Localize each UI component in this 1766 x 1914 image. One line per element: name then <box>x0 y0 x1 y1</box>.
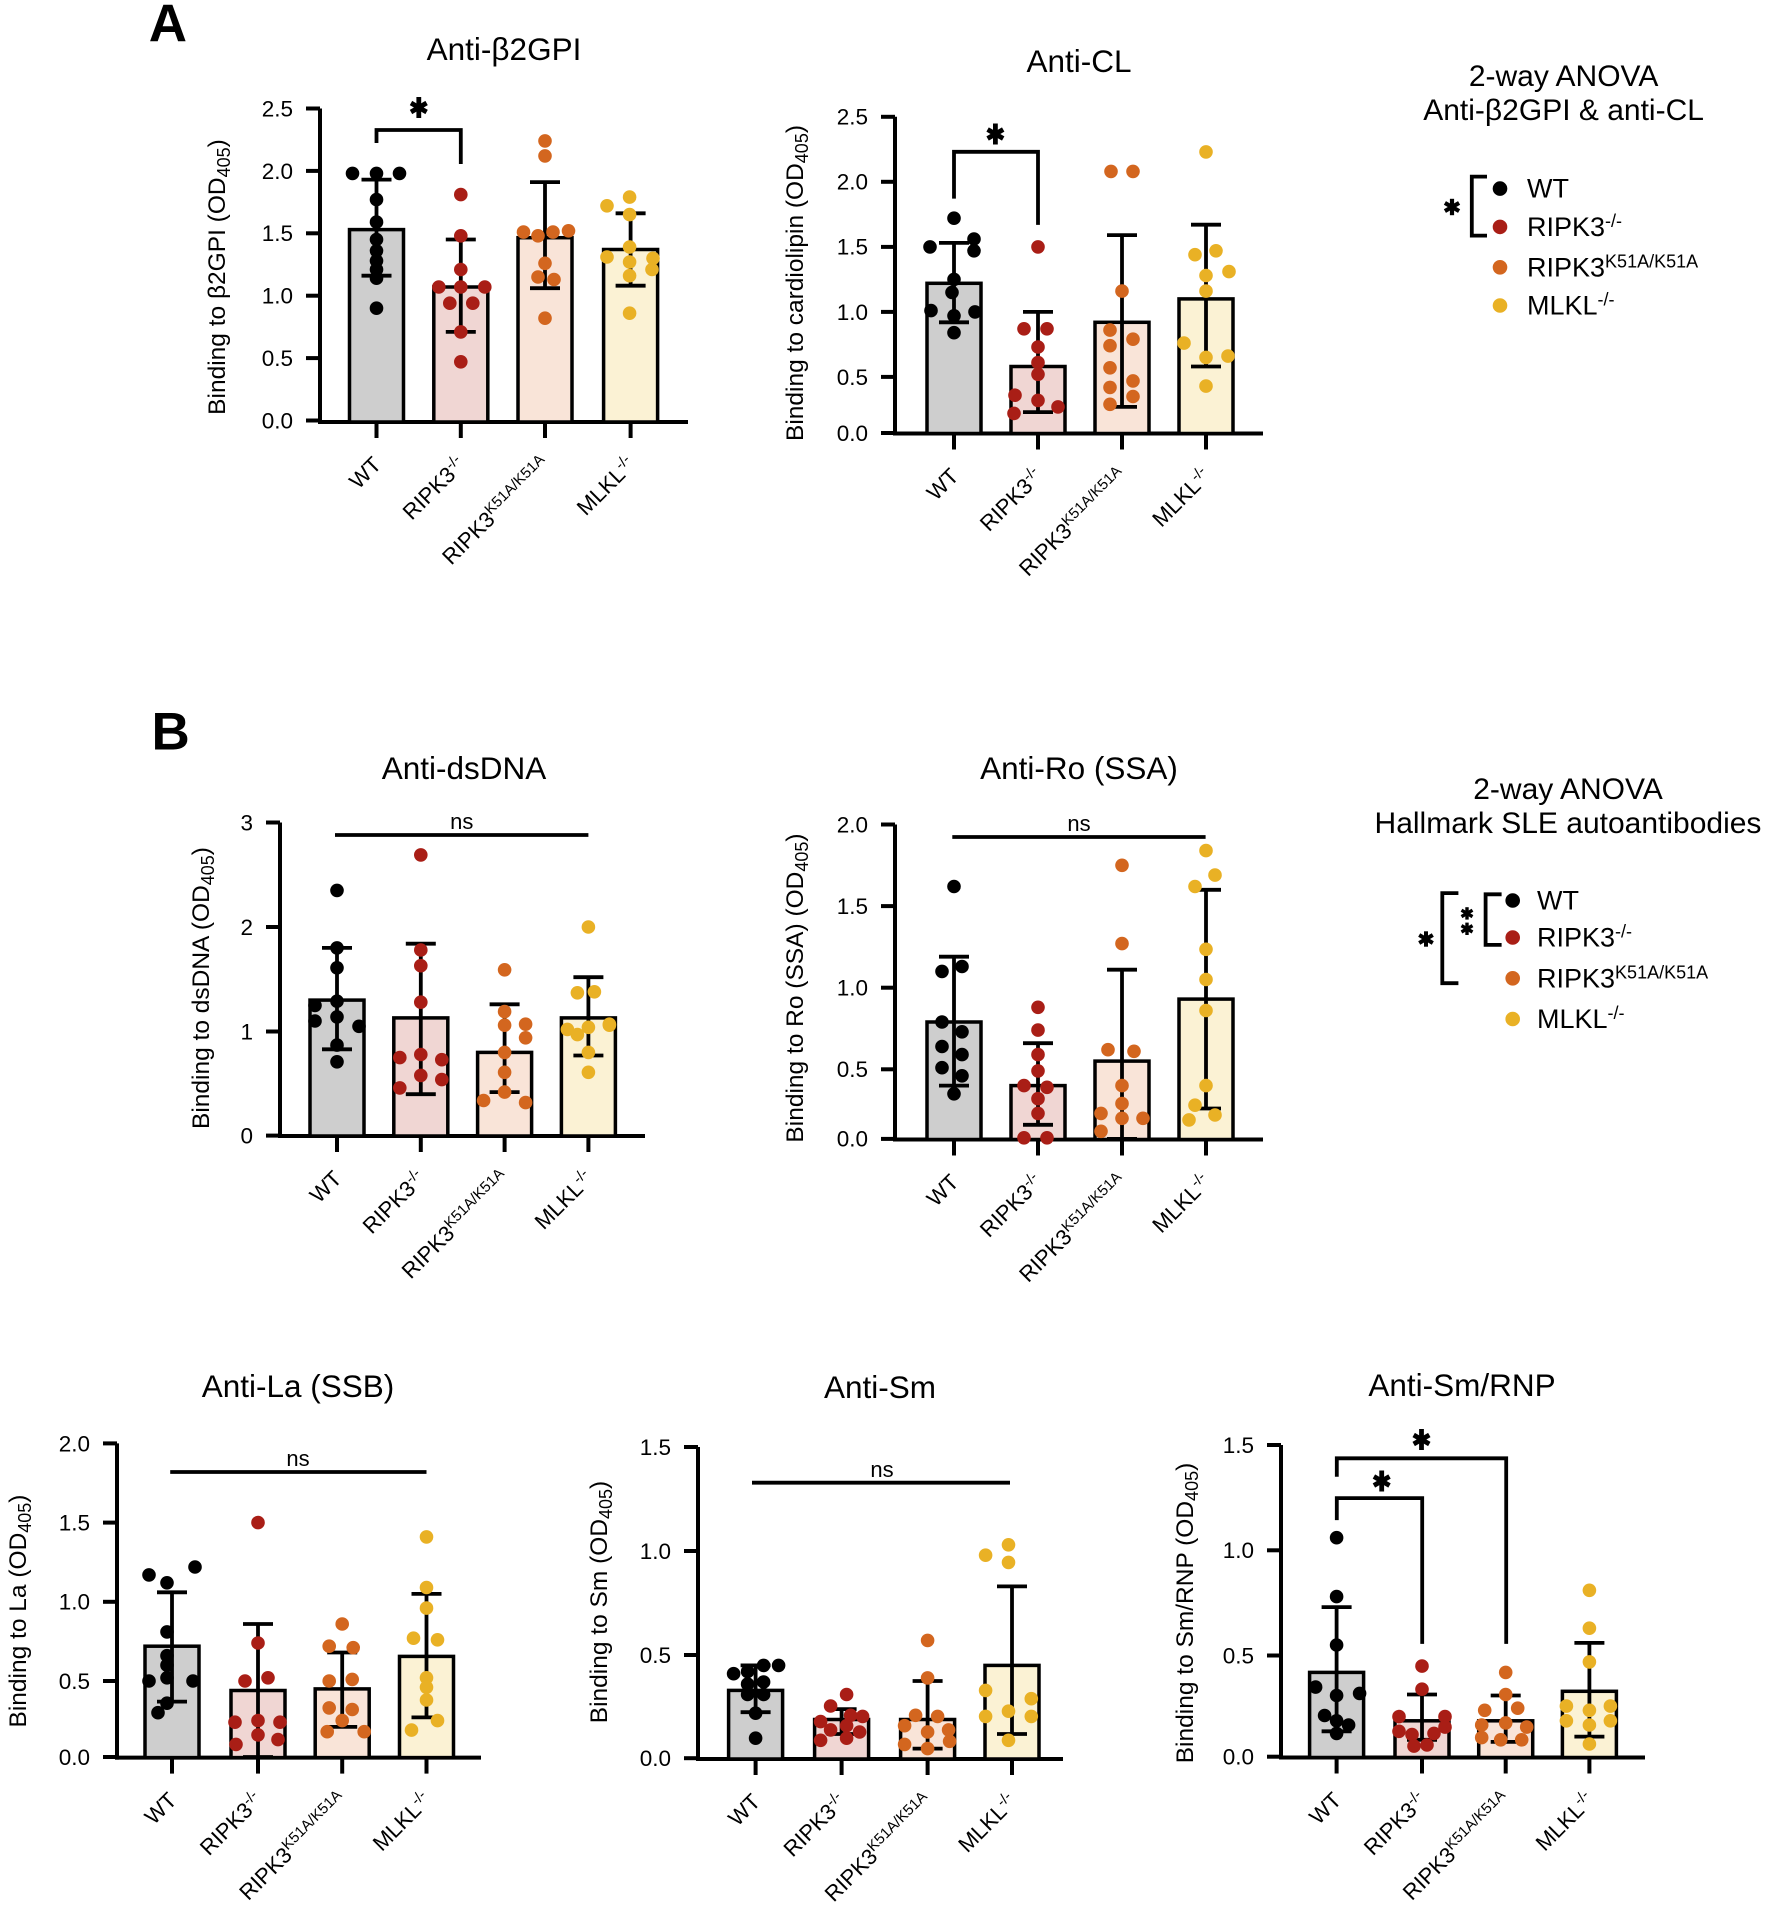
svg-text:1.5: 1.5 <box>1223 1433 1254 1458</box>
svg-text:1.0: 1.0 <box>1223 1538 1254 1563</box>
svg-text:1.5: 1.5 <box>640 1435 671 1460</box>
svg-text:0.0: 0.0 <box>1223 1745 1254 1770</box>
svg-text:Binding to Sm (OD405): Binding to Sm (OD405) <box>586 1481 616 1723</box>
svg-text:0.0: 0.0 <box>59 1745 90 1770</box>
svg-text:1.0: 1.0 <box>837 976 868 1001</box>
svg-text:Binding to Sm/RNP (OD405): Binding to Sm/RNP (OD405) <box>1172 1463 1202 1764</box>
svg-text:ns: ns <box>450 809 473 834</box>
svg-text:0.5: 0.5 <box>59 1669 90 1694</box>
svg-text:2-way ANOVA: 2-way ANOVA <box>1473 773 1663 806</box>
svg-text:2.0: 2.0 <box>837 812 868 837</box>
svg-text:ns: ns <box>1067 811 1090 836</box>
svg-text:0.5: 0.5 <box>262 346 293 371</box>
svg-text:0.5: 0.5 <box>837 365 868 390</box>
svg-text:1.5: 1.5 <box>59 1511 90 1536</box>
svg-text:0.0: 0.0 <box>262 408 293 433</box>
svg-text:2.0: 2.0 <box>59 1431 90 1456</box>
svg-text:Anti-CL: Anti-CL <box>1026 43 1131 79</box>
svg-text:1.0: 1.0 <box>262 284 293 309</box>
svg-text:1.5: 1.5 <box>837 235 868 260</box>
svg-text:Binding to La (OD405): Binding to La (OD405) <box>5 1495 35 1728</box>
svg-text:RIPK3K51A/K51A: RIPK3K51A/K51A <box>1527 251 1698 282</box>
svg-text:0.5: 0.5 <box>1223 1643 1254 1668</box>
svg-text:RIPK3-/-: RIPK3-/- <box>1527 211 1622 242</box>
svg-text:1.0: 1.0 <box>837 300 868 325</box>
svg-text:Hallmark SLE autoantibodies: Hallmark SLE autoantibodies <box>1375 807 1762 840</box>
svg-text:2.5: 2.5 <box>837 105 868 130</box>
svg-text:Anti-Sm: Anti-Sm <box>824 1369 936 1405</box>
svg-text:3: 3 <box>240 810 253 835</box>
svg-text:2.0: 2.0 <box>262 159 293 184</box>
svg-text:Binding to β2GPI (OD405): Binding to β2GPI (OD405) <box>204 139 234 415</box>
svg-text:0.5: 0.5 <box>640 1643 671 1668</box>
svg-text:1.5: 1.5 <box>837 894 868 919</box>
svg-text:2.5: 2.5 <box>262 96 293 121</box>
svg-text:2.0: 2.0 <box>837 170 868 195</box>
svg-text:Anti-La (SSB): Anti-La (SSB) <box>202 1368 395 1404</box>
svg-text:0: 0 <box>240 1124 253 1149</box>
svg-text:Binding to cardiolipin (OD405): Binding to cardiolipin (OD405) <box>782 125 812 441</box>
svg-text:Binding to dsDNA (OD405): Binding to dsDNA (OD405) <box>188 847 218 1129</box>
svg-text:0.0: 0.0 <box>640 1746 671 1771</box>
svg-text:1.5: 1.5 <box>262 221 293 246</box>
svg-text:0.5: 0.5 <box>837 1057 868 1082</box>
svg-text:1.0: 1.0 <box>640 1539 671 1564</box>
svg-text:0.0: 0.0 <box>837 421 868 446</box>
svg-text:1: 1 <box>240 1019 253 1044</box>
svg-text:1.0: 1.0 <box>59 1590 90 1615</box>
svg-text:Anti-β2GPI: Anti-β2GPI <box>427 31 582 67</box>
svg-text:Anti-dsDNA: Anti-dsDNA <box>382 750 547 786</box>
svg-text:WT: WT <box>1537 886 1579 916</box>
svg-text:B: B <box>152 703 190 762</box>
svg-text:2-way ANOVA: 2-way ANOVA <box>1469 60 1659 93</box>
svg-text:Anti-Sm/RNP: Anti-Sm/RNP <box>1368 1367 1555 1403</box>
svg-text:ns: ns <box>286 1446 309 1471</box>
svg-text:2: 2 <box>240 915 253 940</box>
svg-text:WT: WT <box>1527 174 1569 204</box>
svg-text:Anti-Ro (SSA): Anti-Ro (SSA) <box>980 750 1178 786</box>
svg-text:Anti-β2GPI & anti-CL: Anti-β2GPI & anti-CL <box>1423 94 1704 127</box>
svg-text:A: A <box>149 0 187 53</box>
svg-text:ns: ns <box>870 1457 893 1482</box>
svg-text:0.0: 0.0 <box>837 1127 868 1152</box>
svg-text:Binding to Ro (SSA) (OD405): Binding to Ro (SSA) (OD405) <box>782 833 812 1142</box>
